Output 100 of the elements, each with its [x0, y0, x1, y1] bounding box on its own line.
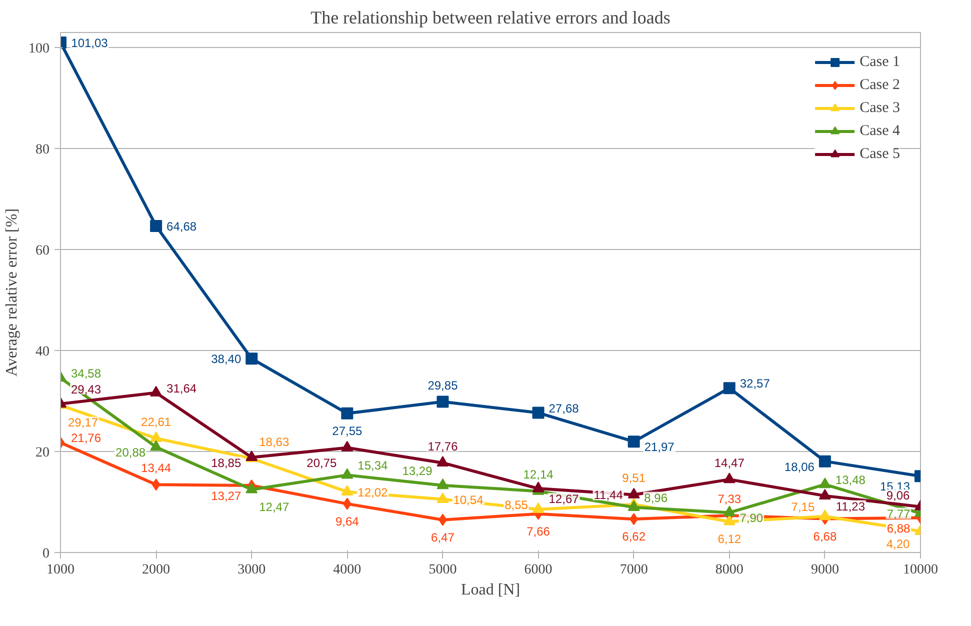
point [436, 492, 449, 503]
point [818, 455, 831, 468]
data-label: 18,06 [784, 460, 815, 474]
point [723, 506, 736, 516]
data-label: 27,68 [548, 401, 580, 416]
data-label: 7,33 [718, 492, 742, 506]
data-label: 18,63 [259, 434, 290, 449]
point [628, 488, 640, 498]
data-label: 7,15 [791, 500, 815, 514]
point [436, 396, 449, 408]
point [150, 440, 162, 451]
data-label: 20,75 [306, 456, 338, 470]
x-tick-label: 10000 [903, 562, 938, 578]
point [150, 432, 162, 442]
data-label: 18,85 [211, 456, 242, 470]
x-tick-label: 9000 [810, 562, 839, 578]
point [818, 510, 831, 520]
point [150, 220, 162, 232]
legend-label: Case 5 [860, 146, 900, 162]
point [628, 500, 640, 511]
point [150, 386, 162, 396]
legend-label: Case 4 [860, 122, 900, 140]
point [532, 406, 544, 419]
data-label: 22,61 [141, 414, 172, 429]
legend-label: Case 1 [860, 54, 900, 70]
data-label: 20,88 [116, 446, 146, 460]
data-label: 8,96 [644, 490, 668, 505]
data-label: 9,51 [622, 470, 646, 485]
data-label: 101,03 [71, 36, 108, 50]
data-label: 29,85 [428, 378, 458, 392]
data-label: 27,55 [332, 424, 363, 438]
data-label: 12,67 [548, 492, 580, 506]
data-label: 9,64 [335, 514, 360, 528]
data-label: 6,88 [886, 521, 911, 536]
y-tick-label: 20 [36, 446, 50, 461]
data-label: 9,06 [886, 488, 910, 502]
data-label: 64,68 [166, 219, 197, 234]
point [246, 482, 258, 494]
data-label: 13,48 [835, 472, 866, 487]
data-label: 4,20 [886, 536, 910, 551]
data-label: 6,62 [622, 530, 646, 544]
point [341, 407, 354, 420]
data-label: 12,47 [259, 500, 290, 514]
data-label: 13,44 [141, 461, 172, 476]
data-label: 13,29 [402, 464, 433, 478]
data-label: 21,97 [644, 440, 675, 454]
y-tick-label: 100 [28, 42, 50, 57]
data-label: 12,14 [523, 468, 554, 482]
data-label: 6,47 [431, 530, 455, 544]
point [341, 484, 354, 496]
data-label: 6,12 [718, 532, 742, 546]
y-tick-label: 40 [36, 344, 50, 360]
data-label: 7,77 [886, 506, 911, 521]
data-label: 31,64 [166, 381, 197, 396]
y-tick-label: 80 [36, 142, 50, 158]
x-axis-title: Load [N] [460, 582, 520, 598]
data-label: 29,43 [70, 382, 102, 396]
data-label: 14,47 [714, 456, 745, 470]
y-axis-title: Average relative error [%] [4, 208, 20, 377]
x-tick-label: 6000 [524, 562, 552, 578]
point [818, 488, 831, 500]
point [152, 478, 160, 491]
point [532, 482, 544, 492]
point [818, 478, 831, 488]
data-label: 15,34 [358, 458, 388, 473]
legend-label: Case 2 [860, 76, 900, 94]
point [436, 478, 449, 490]
point [532, 502, 544, 514]
x-tick-label: 4000 [333, 562, 362, 578]
data-label: 7,66 [526, 524, 550, 538]
x-tick-label: 7000 [620, 562, 648, 578]
x-tick-label: 3000 [238, 562, 266, 578]
data-label: 13,27 [211, 489, 242, 504]
data-label: 38,40 [211, 352, 242, 366]
data-label: 11,44 [594, 488, 624, 502]
data-label: 32,57 [740, 376, 770, 391]
y-tick-label: 0 [42, 546, 50, 562]
point [628, 436, 640, 448]
x-tick-label: 2000 [142, 562, 170, 578]
legend-label: Case 3 [860, 100, 900, 116]
y-tick-label: 60 [36, 244, 50, 259]
data-label: 11,23 [836, 499, 866, 514]
data-label: 17,76 [428, 439, 458, 454]
point [436, 456, 449, 467]
x-tick-label: 5000 [428, 562, 457, 578]
data-label: 12,02 [358, 485, 388, 500]
point [723, 514, 736, 526]
data-label: 8,55 [504, 498, 528, 512]
data-label: 34,58 [70, 366, 102, 380]
data-label: 7,90 [740, 511, 764, 526]
data-label: 29,17 [68, 416, 98, 430]
chart-title: The relationship between relative errors and loads [310, 8, 670, 28]
point [341, 468, 354, 479]
point [723, 472, 736, 484]
point [341, 440, 354, 452]
data-label: 6,68 [813, 529, 837, 544]
x-tick-label: 8000 [715, 562, 744, 578]
point [723, 382, 736, 394]
data-label: 21,76 [70, 431, 102, 446]
data-label: 10,54 [453, 492, 484, 507]
